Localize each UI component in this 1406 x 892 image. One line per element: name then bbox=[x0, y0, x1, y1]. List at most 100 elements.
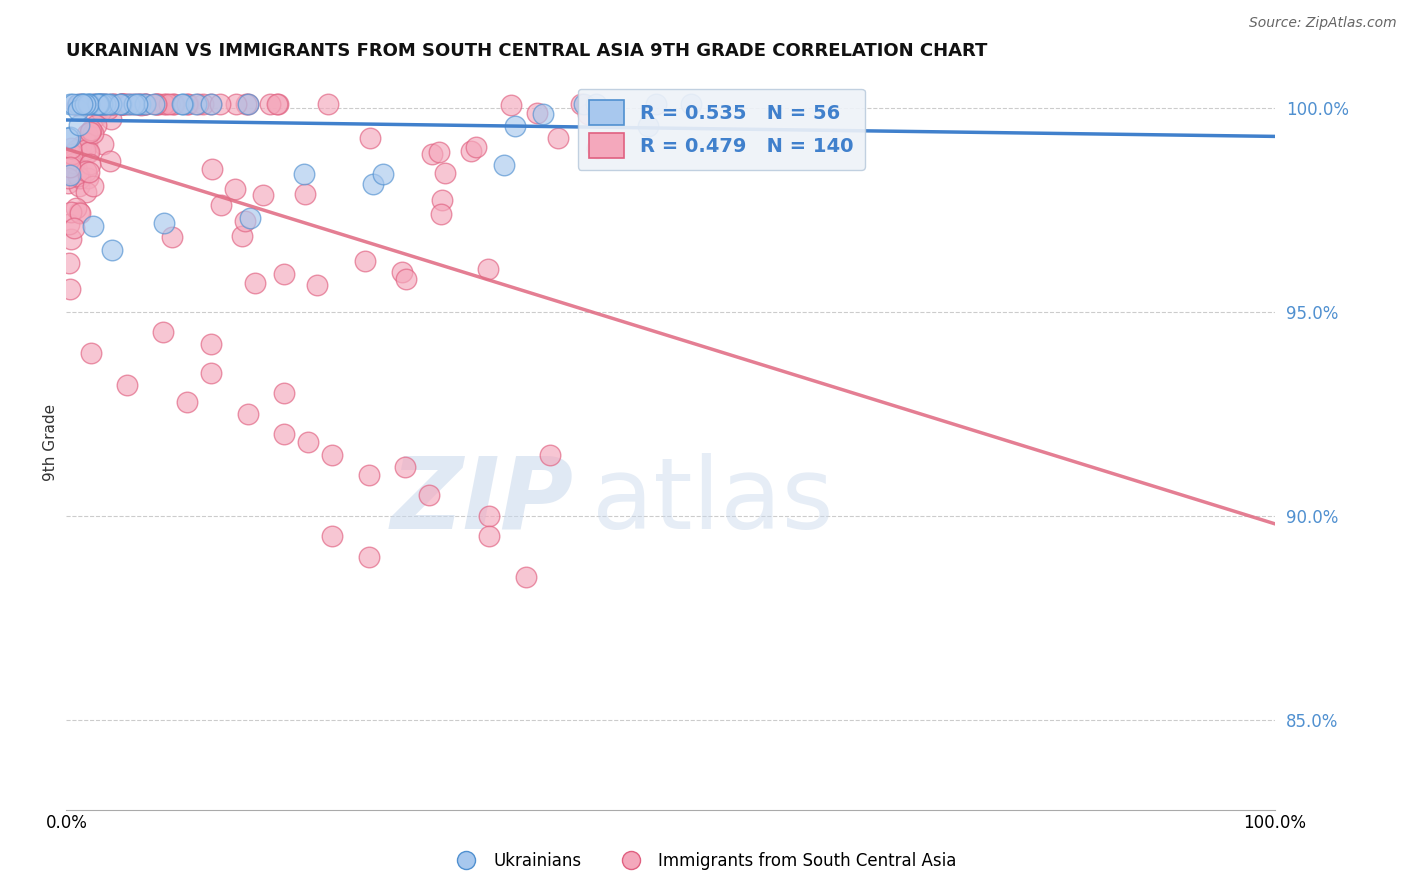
Point bbox=[200, 337, 222, 351]
Legend: Ukrainians, Immigrants from South Central Asia: Ukrainians, Immigrants from South Centra… bbox=[443, 846, 963, 877]
Point bbox=[357, 549, 380, 564]
Point bbox=[100, 112, 122, 126]
Point bbox=[292, 167, 315, 181]
Point bbox=[79, 96, 101, 111]
Point bbox=[238, 96, 260, 111]
Point bbox=[66, 103, 89, 117]
Point bbox=[67, 96, 90, 111]
Point bbox=[82, 219, 104, 233]
Point bbox=[359, 131, 381, 145]
Point bbox=[77, 96, 100, 111]
Point bbox=[70, 96, 93, 111]
Point bbox=[162, 96, 184, 111]
Point bbox=[503, 119, 526, 133]
Point bbox=[679, 96, 702, 111]
Point bbox=[93, 96, 115, 111]
Point bbox=[465, 140, 488, 154]
Point bbox=[145, 96, 167, 111]
Point bbox=[294, 186, 316, 201]
Point bbox=[79, 345, 101, 359]
Point bbox=[588, 107, 610, 121]
Point bbox=[60, 205, 83, 219]
Point bbox=[153, 96, 176, 111]
Point bbox=[73, 96, 96, 111]
Point bbox=[209, 96, 232, 111]
Point bbox=[200, 96, 222, 111]
Point bbox=[67, 97, 90, 112]
Point bbox=[586, 141, 609, 155]
Text: atlas: atlas bbox=[592, 452, 834, 549]
Point bbox=[115, 378, 138, 392]
Point bbox=[110, 96, 132, 111]
Point bbox=[75, 164, 97, 178]
Point bbox=[233, 214, 256, 228]
Point bbox=[91, 136, 114, 151]
Point bbox=[67, 178, 90, 193]
Point bbox=[637, 119, 659, 133]
Text: ZIP: ZIP bbox=[391, 452, 574, 549]
Point bbox=[90, 104, 112, 119]
Point bbox=[191, 96, 214, 111]
Point bbox=[82, 178, 104, 193]
Point bbox=[361, 177, 384, 191]
Point bbox=[117, 96, 139, 111]
Point bbox=[572, 96, 595, 111]
Point bbox=[59, 232, 82, 246]
Point bbox=[77, 164, 100, 178]
Point bbox=[433, 166, 456, 180]
Point bbox=[460, 144, 482, 158]
Point bbox=[127, 96, 149, 111]
Point bbox=[100, 96, 122, 111]
Point bbox=[114, 96, 136, 111]
Point bbox=[187, 96, 209, 111]
Point bbox=[184, 96, 207, 111]
Point bbox=[177, 96, 200, 111]
Point bbox=[94, 96, 117, 111]
Point bbox=[420, 147, 443, 161]
Point bbox=[69, 171, 91, 186]
Point bbox=[200, 96, 222, 111]
Point bbox=[62, 153, 84, 168]
Point bbox=[60, 147, 83, 161]
Point bbox=[62, 96, 84, 111]
Point bbox=[148, 96, 170, 111]
Point bbox=[231, 229, 253, 244]
Point bbox=[94, 96, 117, 111]
Point bbox=[478, 529, 501, 543]
Point bbox=[67, 205, 90, 219]
Point bbox=[110, 96, 132, 111]
Point bbox=[395, 272, 418, 286]
Point bbox=[103, 96, 125, 111]
Point bbox=[125, 96, 148, 111]
Point bbox=[201, 161, 224, 176]
Point bbox=[60, 141, 83, 155]
Point bbox=[56, 170, 79, 185]
Point bbox=[418, 488, 440, 502]
Point bbox=[316, 96, 339, 111]
Point bbox=[59, 96, 82, 111]
Point bbox=[128, 96, 150, 111]
Point bbox=[526, 105, 548, 120]
Point bbox=[531, 107, 554, 121]
Point bbox=[145, 96, 167, 111]
Point bbox=[58, 166, 80, 180]
Point bbox=[427, 145, 450, 160]
Point bbox=[77, 145, 100, 159]
Point bbox=[66, 169, 89, 183]
Point bbox=[75, 186, 97, 200]
Point bbox=[430, 207, 453, 221]
Point bbox=[59, 282, 82, 296]
Point bbox=[354, 254, 377, 268]
Point bbox=[80, 123, 103, 137]
Text: UKRAINIAN VS IMMIGRANTS FROM SOUTH CENTRAL ASIA 9TH GRADE CORRELATION CHART: UKRAINIAN VS IMMIGRANTS FROM SOUTH CENTR… bbox=[66, 42, 988, 60]
Point bbox=[76, 136, 98, 151]
Point bbox=[87, 96, 110, 111]
Point bbox=[108, 96, 131, 111]
Point bbox=[155, 96, 177, 111]
Point bbox=[209, 197, 232, 211]
Point bbox=[225, 96, 247, 111]
Point bbox=[176, 96, 198, 111]
Point bbox=[79, 157, 101, 171]
Text: Source: ZipAtlas.com: Source: ZipAtlas.com bbox=[1249, 16, 1396, 30]
Point bbox=[111, 96, 134, 111]
